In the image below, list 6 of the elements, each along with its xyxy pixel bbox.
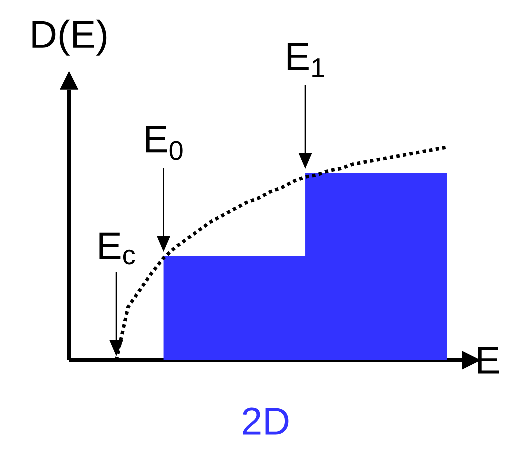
- text: E$_{1}$: [288, 43, 324, 78]
- annotation: E$_{c}$: [100, 232, 136, 265]
- y-axis-title: D(E): [32, 20, 107, 56]
- text: 2D: [243, 408, 289, 435]
- x-axis-title: E: [478, 346, 500, 374]
- annotation: E$_{0}$: [146, 126, 183, 160]
